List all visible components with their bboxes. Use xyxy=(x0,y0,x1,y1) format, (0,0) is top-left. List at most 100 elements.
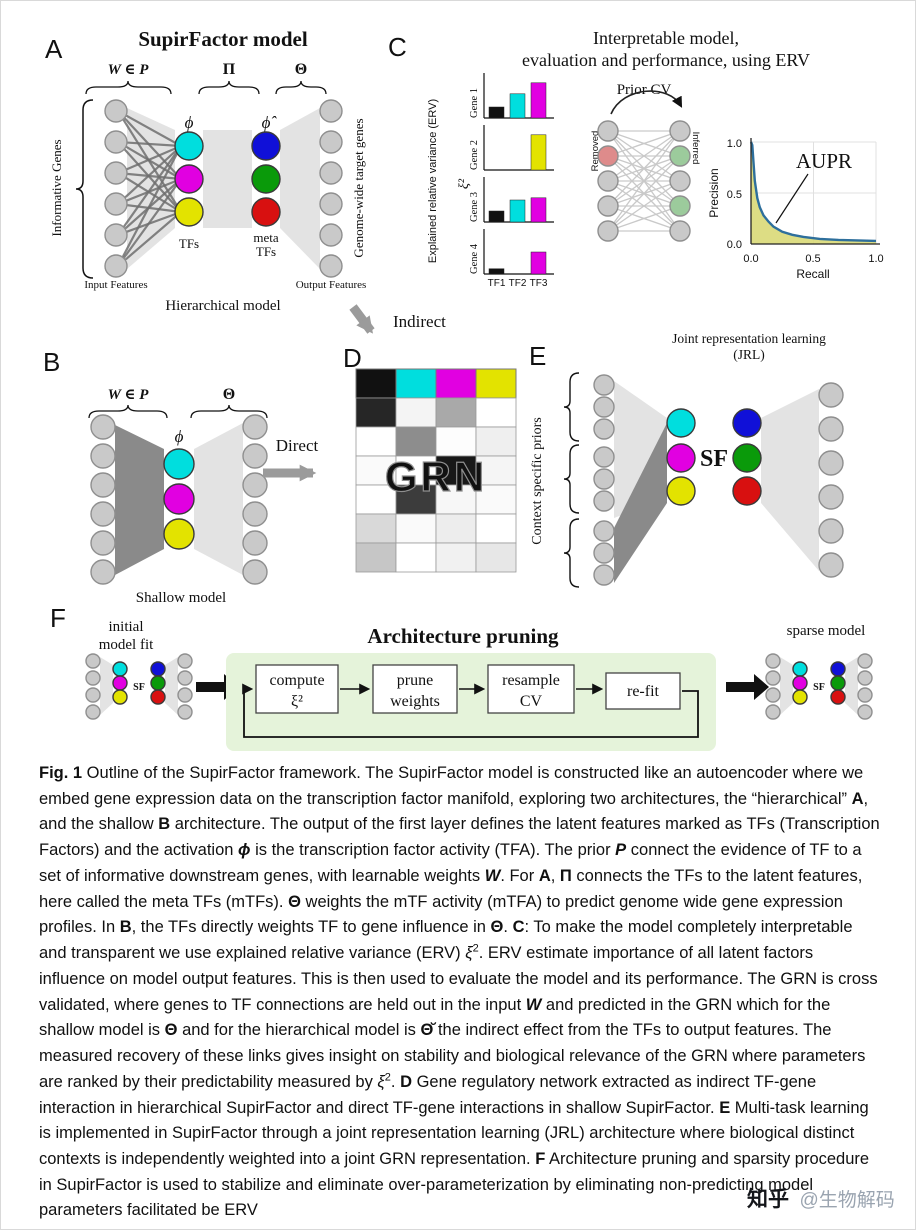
yellow-node xyxy=(174,197,204,227)
gene-node xyxy=(818,382,844,408)
gene-node xyxy=(177,687,193,703)
grn-header-cell xyxy=(435,368,477,399)
magenta-node xyxy=(112,675,128,691)
yellow-node xyxy=(792,689,808,705)
grn-cell xyxy=(355,542,397,573)
gene-node xyxy=(593,396,615,418)
gene-node xyxy=(90,472,116,498)
gene-node xyxy=(818,450,844,476)
gene-node xyxy=(242,501,268,527)
sparse-model-label: sparse model xyxy=(787,623,866,639)
caption-segment: the indirect effect from the TFs to outp… xyxy=(39,1021,866,1091)
grn-cell xyxy=(435,397,477,428)
theta-label: Θ xyxy=(223,386,235,403)
blue-node xyxy=(251,131,281,161)
tf-tick: TF2 xyxy=(509,278,527,289)
grn-cell xyxy=(395,455,437,486)
caption-segment: Architecture pruning and sparsity proced… xyxy=(39,1150,870,1220)
weight-edge xyxy=(117,140,182,148)
step-resample-line2: CV xyxy=(520,693,543,710)
red-node xyxy=(251,197,281,227)
ytick-0: 0.0 xyxy=(727,239,742,251)
genome-wide-axis: Genome-wide target genes xyxy=(351,118,366,257)
grn-watermark-text: GRN xyxy=(385,453,487,500)
caption-segment: connects the TFs to the latent features,… xyxy=(39,866,863,911)
weight-edge xyxy=(117,211,182,267)
watermark-handle: @生物解码 xyxy=(799,1190,895,1211)
grn-cell xyxy=(475,455,517,486)
aupr-annotation-line xyxy=(775,173,809,224)
gene-node xyxy=(104,192,128,216)
grn-cell xyxy=(355,426,397,457)
caption-segment: is the transcription factor activity (TF… xyxy=(250,841,616,860)
aupr-plot xyxy=(749,138,880,245)
initial-fit-label-2: model fit xyxy=(99,637,154,653)
removed-gene-node xyxy=(597,145,619,167)
step-prune-line2: weights xyxy=(390,693,440,710)
caption-segment: Π xyxy=(559,866,572,885)
sf-label: SF xyxy=(700,446,728,472)
cyan-node xyxy=(174,131,204,161)
caption-segment: Outline of the SupirFactor framework. Th… xyxy=(39,764,864,808)
band xyxy=(100,657,113,715)
indirect-arrow xyxy=(349,304,375,334)
gene-node xyxy=(90,530,116,556)
cv-edge xyxy=(607,130,681,232)
weight-edge xyxy=(117,178,182,267)
erv-bar xyxy=(488,106,505,119)
theta-label: Θ xyxy=(295,61,307,78)
grn-cell xyxy=(435,455,477,486)
gene-node xyxy=(857,653,873,669)
meta-label: meta xyxy=(253,230,278,245)
cyan-node xyxy=(163,448,195,480)
panel-b: B W ∈ P Θ ϕ Shallow model xyxy=(43,347,268,606)
gene-node xyxy=(765,670,781,686)
caption-segment: 2 xyxy=(384,1071,391,1084)
gene-node xyxy=(177,670,193,686)
panel-c-title-1: Interpretable model, xyxy=(593,28,739,48)
xtick-0: 0.0 xyxy=(743,253,758,265)
gene-node xyxy=(597,195,619,217)
caption-segment: W xyxy=(484,866,501,885)
removed-label: Removed xyxy=(590,131,601,172)
erv-bar xyxy=(530,82,547,119)
gene-node xyxy=(104,130,128,154)
caption-segment: Θ xyxy=(490,918,504,937)
panel-f: F initial model fit SF Architecture prun… xyxy=(50,603,873,751)
caption-segment: B xyxy=(119,918,132,937)
overbrace-theta xyxy=(275,80,327,95)
grn-cell xyxy=(355,455,397,486)
grn-cell xyxy=(355,397,397,428)
erv-bar xyxy=(509,199,526,223)
network-nodes xyxy=(104,99,343,278)
panel-e: E Joint representation learning (JRL) Co… xyxy=(529,331,844,588)
panel-c: C Interpretable model, evaluation and pe… xyxy=(388,28,884,289)
gene-node xyxy=(818,416,844,442)
recall-axis-label: Recall xyxy=(796,267,829,281)
w-in-p-label: W ∈ P xyxy=(108,62,150,78)
caption-segment: W xyxy=(525,995,542,1014)
gene-node xyxy=(319,99,343,123)
gene-node xyxy=(242,443,268,469)
band-sf-output xyxy=(761,389,819,571)
cyan-node xyxy=(112,661,128,677)
caption-segment: Θ xyxy=(288,892,301,911)
gene-node xyxy=(593,490,615,512)
step-refit-box xyxy=(605,672,681,710)
weight-edge xyxy=(117,145,182,236)
gene-node xyxy=(319,192,343,216)
gene-node xyxy=(857,687,873,703)
gene-node xyxy=(857,704,873,720)
prior-cv-arrow xyxy=(610,90,683,115)
panel-d-label: D xyxy=(343,343,362,373)
cv-edge xyxy=(607,130,681,182)
caption-segment: and predicted in the GRN which for the s… xyxy=(39,995,831,1040)
xtick-1: 1.0 xyxy=(868,253,883,265)
grn-cell xyxy=(395,484,437,515)
prior-cv-edges xyxy=(607,130,681,232)
band-mtf-output xyxy=(280,108,320,269)
caption-segment: , and the shallow xyxy=(39,789,869,834)
caption-segment: architecture. The output of the first la… xyxy=(39,815,880,860)
grn-cell xyxy=(355,513,397,544)
